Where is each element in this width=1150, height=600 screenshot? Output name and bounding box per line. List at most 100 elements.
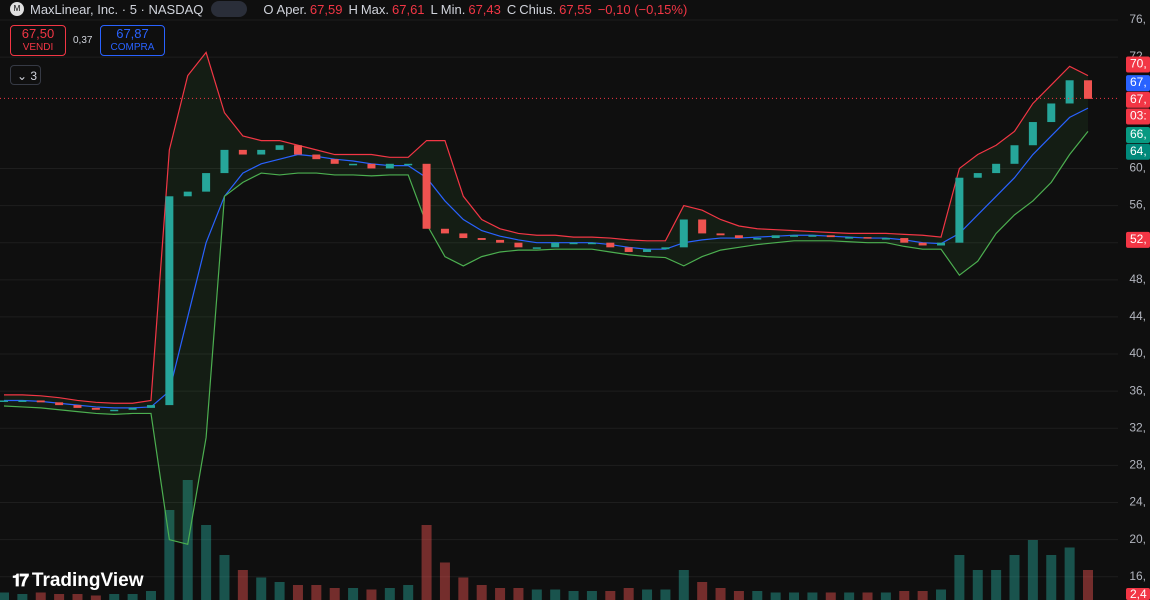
volume-bar [568, 591, 579, 600]
price-label-bg [1126, 108, 1150, 125]
volume-label: 2,4 [1130, 587, 1147, 600]
candle [569, 242, 578, 245]
volume-bar [348, 588, 359, 600]
brand: 𝟏𝟕 TradingView [12, 570, 143, 592]
candle [918, 242, 927, 246]
candle [624, 247, 633, 252]
price-label: 64, [1130, 144, 1147, 158]
volume-bar [1064, 547, 1075, 600]
candle [1084, 80, 1092, 99]
status-badge[interactable] [211, 1, 248, 17]
volume-bar [495, 588, 506, 600]
candle [202, 173, 211, 192]
y-tick-label: 56, [1129, 198, 1146, 212]
price-label-bg [1126, 75, 1150, 92]
candle [661, 247, 670, 250]
volume-bar [623, 588, 634, 600]
logo: M [10, 2, 24, 16]
price-label-bg [1126, 127, 1150, 144]
candle [220, 149, 229, 174]
volume-bar [642, 589, 653, 600]
candle [808, 235, 817, 237]
candle [1010, 145, 1019, 164]
volume-bar [219, 555, 230, 600]
volume-bar [164, 510, 175, 600]
candle [367, 163, 376, 169]
candle [1047, 103, 1056, 123]
volume-bar [384, 588, 395, 600]
volume-bar [550, 589, 561, 600]
volume-bar [531, 589, 542, 600]
volume-bar [329, 588, 340, 600]
volume-bar [145, 591, 156, 600]
ohlc-name: Chius. [519, 1, 557, 17]
candle [643, 249, 652, 252]
indicators-count: 3 [30, 69, 38, 83]
price-label-bg [1126, 56, 1150, 73]
ohlc-key: O [263, 1, 274, 17]
buy-button[interactable]: 67,87 COMPRA [100, 25, 165, 56]
sell-label: VENDI [22, 42, 54, 53]
candle [845, 237, 854, 239]
volume-label-bg [1126, 588, 1150, 600]
band-line [3, 130, 1089, 546]
candle [73, 405, 82, 408]
candle [293, 145, 302, 155]
ohlc-value: 67,43 [468, 1, 501, 17]
candle [91, 407, 100, 410]
volume-bar [366, 589, 377, 600]
buy-label: COMPRA [110, 42, 155, 53]
candle [992, 163, 1001, 174]
price-label: 66, [1130, 127, 1147, 141]
volume-bar [899, 591, 910, 600]
symbol[interactable]: MaxLinear, Inc. · 5 · NASDAQ [30, 1, 204, 17]
y-tick-label: 44, [1129, 309, 1146, 323]
y-tick-label: 32, [1129, 420, 1146, 434]
ohlc-name: Aper. [276, 1, 307, 17]
volume-bar [917, 591, 928, 600]
volume-bar [513, 588, 524, 600]
volume-bar [586, 591, 597, 600]
candle [18, 400, 27, 402]
ohlc-value: 67,55 [559, 1, 592, 17]
sell-price: 67,50 [21, 26, 55, 41]
candle [753, 238, 762, 240]
volume-bar [256, 577, 267, 600]
ohlc-value: 67,61 [392, 1, 425, 17]
volume-bar [678, 570, 689, 600]
indicators-toggle[interactable]: ⌄ 3 [10, 65, 41, 85]
volume-bar [311, 585, 322, 600]
y-tick-label: 16, [1129, 569, 1146, 583]
candle [349, 163, 358, 166]
volume-bar [936, 589, 947, 600]
price-label: 52, [1130, 232, 1147, 246]
candle [734, 235, 743, 239]
candle [881, 238, 890, 240]
volume-bar [458, 577, 469, 600]
volume-bar [789, 592, 800, 600]
y-tick-label: 36, [1129, 383, 1146, 397]
candle [587, 242, 596, 245]
candle [532, 247, 541, 249]
candle [1028, 122, 1037, 146]
sell-button[interactable]: 67,50 VENDI [10, 25, 66, 56]
y-tick-label: 40, [1129, 346, 1146, 360]
candle [771, 235, 780, 239]
candle [477, 238, 486, 240]
volume-bar [752, 591, 763, 600]
change: −0,10 (−0,15%) [597, 1, 688, 17]
volume-bar [880, 592, 891, 600]
price-label-bg [1126, 231, 1150, 248]
volume-bar [182, 480, 193, 600]
price-label-bg [1126, 91, 1150, 108]
volume-bar [770, 592, 781, 600]
candle [312, 154, 321, 160]
candle [55, 402, 64, 406]
volume-bar [972, 570, 983, 600]
candle [900, 238, 909, 243]
volume-bar [54, 594, 65, 600]
candle [275, 145, 284, 150]
volume-bar [1009, 555, 1020, 600]
